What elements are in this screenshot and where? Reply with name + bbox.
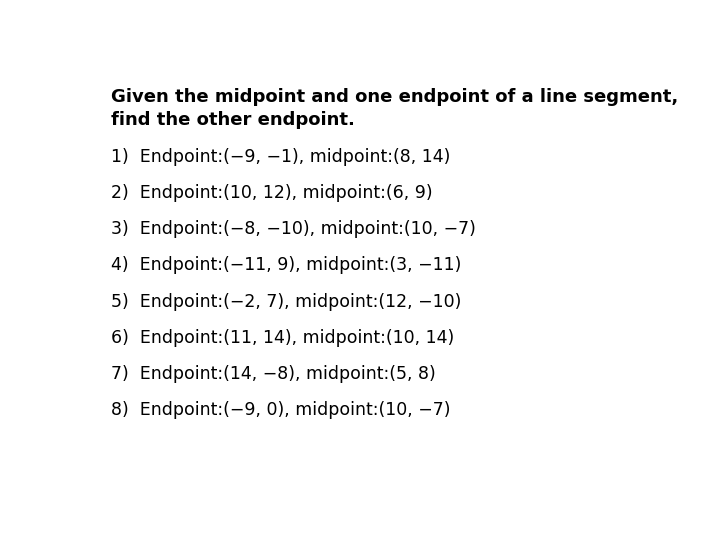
Text: 4)  Endpoint:(−11, 9), midpoint:(3, −11): 4) Endpoint:(−11, 9), midpoint:(3, −11) — [111, 256, 462, 274]
Text: 2)  Endpoint:(10, 12), midpoint:(6, 9): 2) Endpoint:(10, 12), midpoint:(6, 9) — [111, 184, 433, 202]
Text: find the other endpoint.: find the other endpoint. — [111, 111, 355, 130]
Text: 7)  Endpoint:(14, −8), midpoint:(5, 8): 7) Endpoint:(14, −8), midpoint:(5, 8) — [111, 365, 436, 383]
Text: 5)  Endpoint:(−2, 7), midpoint:(12, −10): 5) Endpoint:(−2, 7), midpoint:(12, −10) — [111, 293, 462, 310]
Text: 6)  Endpoint:(11, 14), midpoint:(10, 14): 6) Endpoint:(11, 14), midpoint:(10, 14) — [111, 329, 454, 347]
Text: 1)  Endpoint:(−9, −1), midpoint:(8, 14): 1) Endpoint:(−9, −1), midpoint:(8, 14) — [111, 148, 451, 166]
Text: Given the midpoint and one endpoint of a line segment,: Given the midpoint and one endpoint of a… — [111, 87, 678, 106]
Text: 8)  Endpoint:(−9, 0), midpoint:(10, −7): 8) Endpoint:(−9, 0), midpoint:(10, −7) — [111, 401, 451, 419]
Text: 3)  Endpoint:(−8, −10), midpoint:(10, −7): 3) Endpoint:(−8, −10), midpoint:(10, −7) — [111, 220, 476, 238]
